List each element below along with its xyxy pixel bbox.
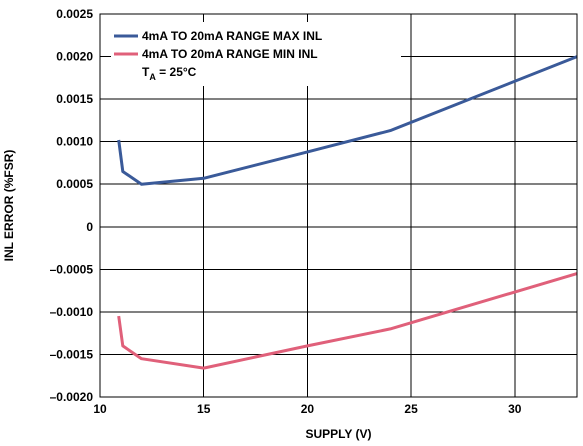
y-axis-title: INL ERROR (%FSR) [2,150,16,262]
legend: 4mA TO 20mA RANGE MAX INL 4mA TO 20mA RA… [111,22,401,86]
x-tick-label: 10 [93,402,107,416]
x-tick-label: 15 [197,402,211,416]
legend-background [111,22,401,86]
y-tick-label: 0.0020 [56,50,93,64]
y-tick-label: 0.0005 [56,177,93,191]
x-tick-label: 25 [404,402,418,416]
y-tick-label: 0.0025 [56,7,93,21]
y-tick-label: –0.0010 [50,305,94,319]
legend-label-max-inl: 4mA TO 20mA RANGE MAX INL [142,29,322,43]
y-tick-label: –0.0005 [50,262,94,276]
series-line-min-inl [117,272,578,370]
series-line-max-inl [117,55,578,186]
series-lines [117,55,578,370]
temperature-annotation: TA = 25°C [142,65,197,82]
plot-frame [99,13,578,398]
tick-labels: 10 15 20 25 30 0.0025 0.0020 0.0015 0.0010 0.0005… [50,7,522,416]
y-tick-label: 0 [86,220,93,234]
x-tick-label: 30 [508,402,522,416]
x-axis-title: SUPPLY (V) [305,427,371,441]
y-tick-label: –0.0020 [50,390,94,404]
x-tick-label: 20 [301,402,315,416]
y-tick-label: –0.0015 [50,347,94,361]
y-tick-label: 0.0015 [56,92,93,106]
y-tick-label: 0.0010 [56,135,93,149]
legend-label-min-inl: 4mA TO 20mA RANGE MIN INL [142,47,318,61]
